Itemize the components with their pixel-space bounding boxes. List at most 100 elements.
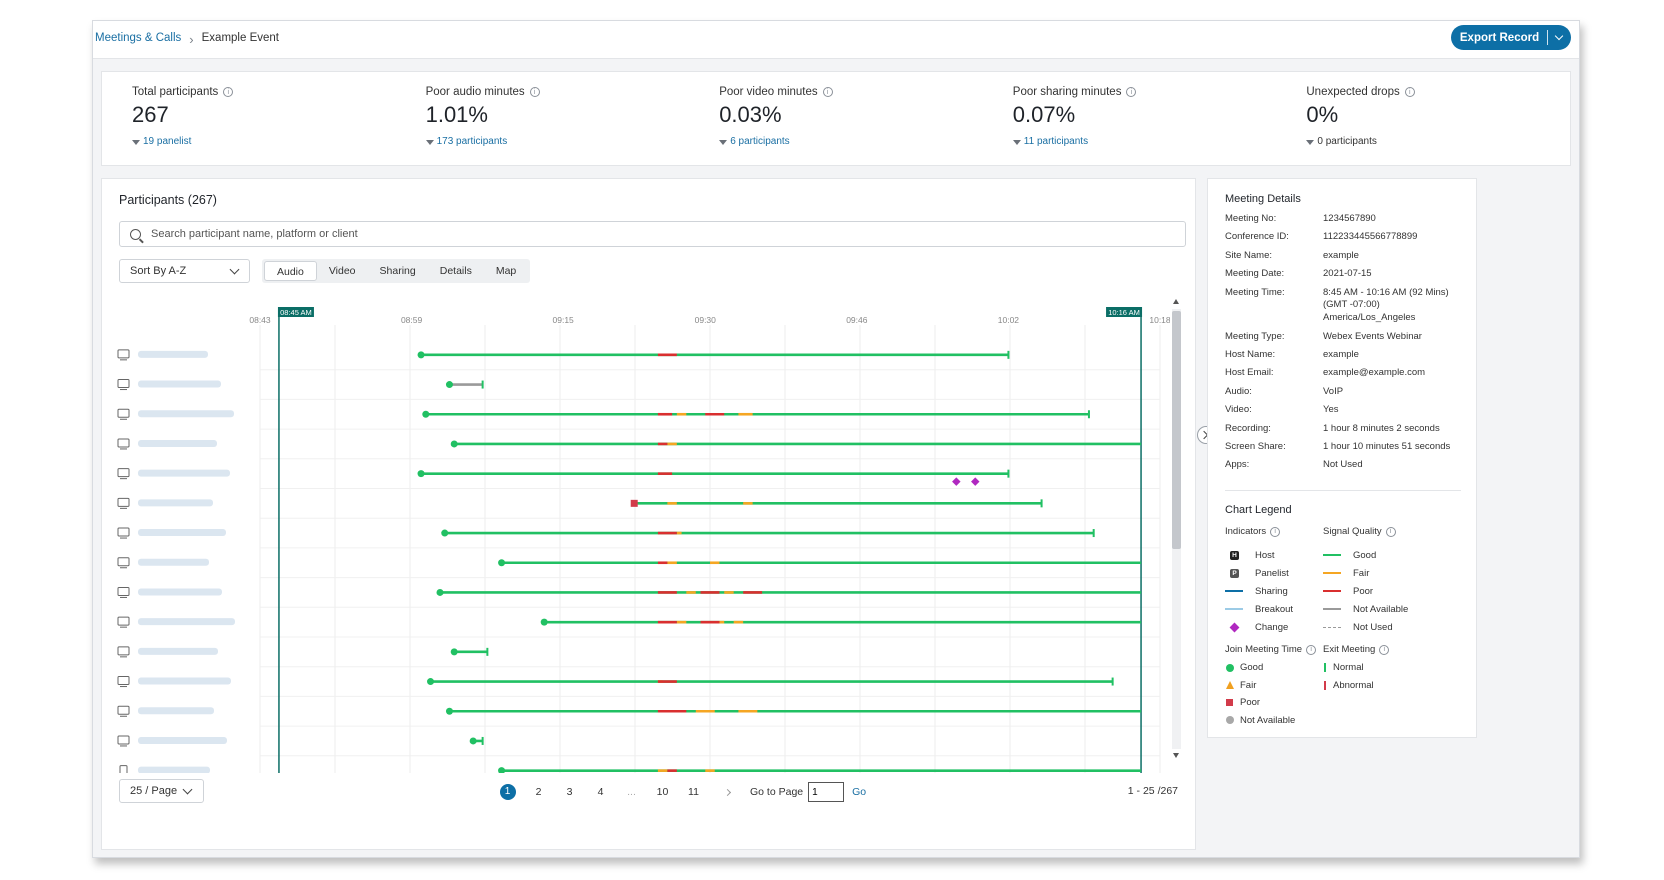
- participant-name-redacted: [138, 380, 221, 388]
- meeting-detail-key: Meeting Date:: [1225, 268, 1285, 280]
- go-button[interactable]: Go: [852, 786, 867, 798]
- filter-icon: [719, 140, 728, 145]
- page-button[interactable]: 11: [688, 786, 699, 798]
- normal-exit-icon: [1324, 663, 1326, 673]
- meeting-detail-key: Video:: [1225, 404, 1252, 416]
- meeting-details-panel: Meeting Details Meeting No: 1234567890 Con…: [1207, 178, 1477, 738]
- fair-line-icon: [1323, 572, 1341, 574]
- meeting-detail-value: 1 hour 8 minutes 2 seconds: [1323, 422, 1440, 434]
- desktop-icon: [117, 646, 130, 656]
- participant-name-redacted: [138, 410, 234, 418]
- tab-map[interactable]: Map: [495, 265, 517, 277]
- chevron-down-icon[interactable]: [1554, 31, 1564, 41]
- participant-row: [117, 586, 1142, 598]
- meeting-detail-row: Recording: 1 hour 8 minutes 2 seconds: [1225, 423, 1463, 436]
- stat-sub-link[interactable]: 19 panelist: [143, 136, 192, 147]
- meeting-detail-row: Site Name: example: [1225, 250, 1463, 263]
- legend-indicators: Indicators i H Host P Panelist Sharing Brea…: [1225, 526, 1293, 636]
- page-button[interactable]: 4: [597, 786, 604, 798]
- breadcrumb-current: Example Event: [201, 31, 279, 44]
- scroll-thumb[interactable]: [1172, 311, 1181, 549]
- page-size-value: 25 / Page: [130, 785, 178, 797]
- stat-unexpected-drops: Unexpected drops i 0% 0 participants: [1276, 72, 1570, 165]
- info-icon[interactable]: i: [822, 87, 833, 97]
- tab-audio[interactable]: Audio: [264, 261, 317, 281]
- stat-sub-link[interactable]: 173 participants: [436, 136, 508, 147]
- info-icon[interactable]: i: [1379, 644, 1390, 655]
- meeting-detail-value: 1 hour 10 minutes 51 seconds: [1323, 440, 1451, 452]
- button-divider: [1547, 30, 1549, 45]
- meeting-detail-row: Meeting Type: Webex Events Webinar: [1225, 331, 1463, 344]
- chevron-down-icon: [182, 784, 193, 795]
- join-good-marker: [540, 618, 548, 626]
- scroll-up-icon[interactable]: [1173, 299, 1179, 304]
- time-tick-label: 09:15: [553, 315, 575, 325]
- info-icon[interactable]: i: [1404, 87, 1415, 97]
- go-to-page-label: Go to Page: [750, 786, 804, 798]
- meeting-detail-row: Apps: Not Used: [1225, 459, 1463, 472]
- scroll-down-icon[interactable]: [1173, 753, 1179, 758]
- filter-icon: [132, 140, 140, 145]
- participant-row: [117, 438, 1142, 450]
- export-record-button[interactable]: Export Record: [1451, 25, 1571, 50]
- info-icon[interactable]: i: [1270, 526, 1281, 537]
- page-button[interactable]: 1: [492, 784, 523, 800]
- breadcrumb-meetings-link[interactable]: Meetings & Calls: [95, 31, 182, 44]
- info-icon[interactable]: i: [529, 87, 540, 97]
- info-icon[interactable]: i: [1126, 87, 1137, 97]
- timeline-scrollbar[interactable]: [1170, 299, 1182, 759]
- participant-row: [117, 616, 1142, 628]
- participant-row: [117, 705, 1142, 717]
- filter-icon: [1306, 140, 1315, 145]
- stat-sub-link[interactable]: 6 participants: [730, 136, 790, 147]
- sort-select[interactable]: Sort By A-Z: [119, 259, 250, 283]
- meeting-detail-key: Apps:: [1225, 459, 1250, 471]
- participants-panel: Participants (267) Sort By A-Z Audio Vid…: [101, 178, 1196, 850]
- stat-label: Total participants: [132, 86, 219, 98]
- go-to-page-input[interactable]: [808, 782, 845, 802]
- page-button[interactable]: 10: [656, 786, 669, 798]
- meeting-end-marker-label: 10:16 AM: [1108, 308, 1140, 317]
- page-size-select[interactable]: 25 / Page: [119, 779, 204, 803]
- stat-sub-link[interactable]: 11 participants: [1023, 136, 1089, 147]
- panelist-icon: P: [1230, 568, 1239, 578]
- page-ellipsis[interactable]: ...: [627, 786, 636, 798]
- stat-value: 267: [132, 102, 169, 127]
- participant-row: [117, 676, 1114, 688]
- search-box[interactable]: [119, 221, 1186, 247]
- page-button[interactable]: 2: [535, 786, 542, 798]
- info-icon[interactable]: i: [223, 87, 234, 97]
- info-icon[interactable]: i: [1306, 644, 1317, 655]
- chart-legend-title: Chart Legend: [1225, 504, 1292, 516]
- tab-video[interactable]: Video: [328, 265, 356, 277]
- stat-sub-text: 0 participants: [1317, 136, 1377, 147]
- good-line-icon: [1323, 554, 1341, 556]
- tab-details[interactable]: Details: [439, 265, 472, 277]
- participant-name-redacted: [138, 469, 230, 477]
- filter-icon: [425, 140, 434, 145]
- legend-exit-meeting: Exit Meeting i Normal Abnormal: [1323, 644, 1390, 694]
- page-button[interactable]: 3: [566, 786, 573, 798]
- chevron-right-icon[interactable]: [723, 788, 732, 796]
- meeting-detail-key: Host Email:: [1225, 367, 1274, 379]
- participant-row: [117, 557, 1142, 569]
- meeting-details-list: Meeting No: 1234567890 Conference ID: 11223…: [1225, 213, 1463, 478]
- stat-label: Poor audio minutes: [425, 86, 525, 98]
- search-input[interactable]: [151, 228, 1051, 240]
- desktop-icon: [117, 438, 130, 448]
- legend-heading: Exit Meeting: [1323, 644, 1376, 655]
- timeline-chart: 08:43 08:59 09:15 09:30 09:46 10:02 10:18 08:45…: [117, 307, 1170, 773]
- legend-label: Good: [1240, 662, 1264, 674]
- info-icon[interactable]: i: [1385, 526, 1396, 537]
- participant-name-redacted: [138, 707, 214, 715]
- participants-title: Participants (267): [119, 193, 217, 207]
- desktop-icon: [117, 616, 130, 626]
- participant-row: [119, 765, 1142, 773]
- desktop-icon: [117, 349, 130, 359]
- join-good-marker: [469, 737, 477, 745]
- desktop-icon: [117, 468, 130, 478]
- tab-sharing[interactable]: Sharing: [379, 265, 416, 277]
- desktop-icon: [117, 497, 130, 507]
- mobile-icon: [119, 765, 128, 773]
- participant-name-redacted: [138, 499, 213, 507]
